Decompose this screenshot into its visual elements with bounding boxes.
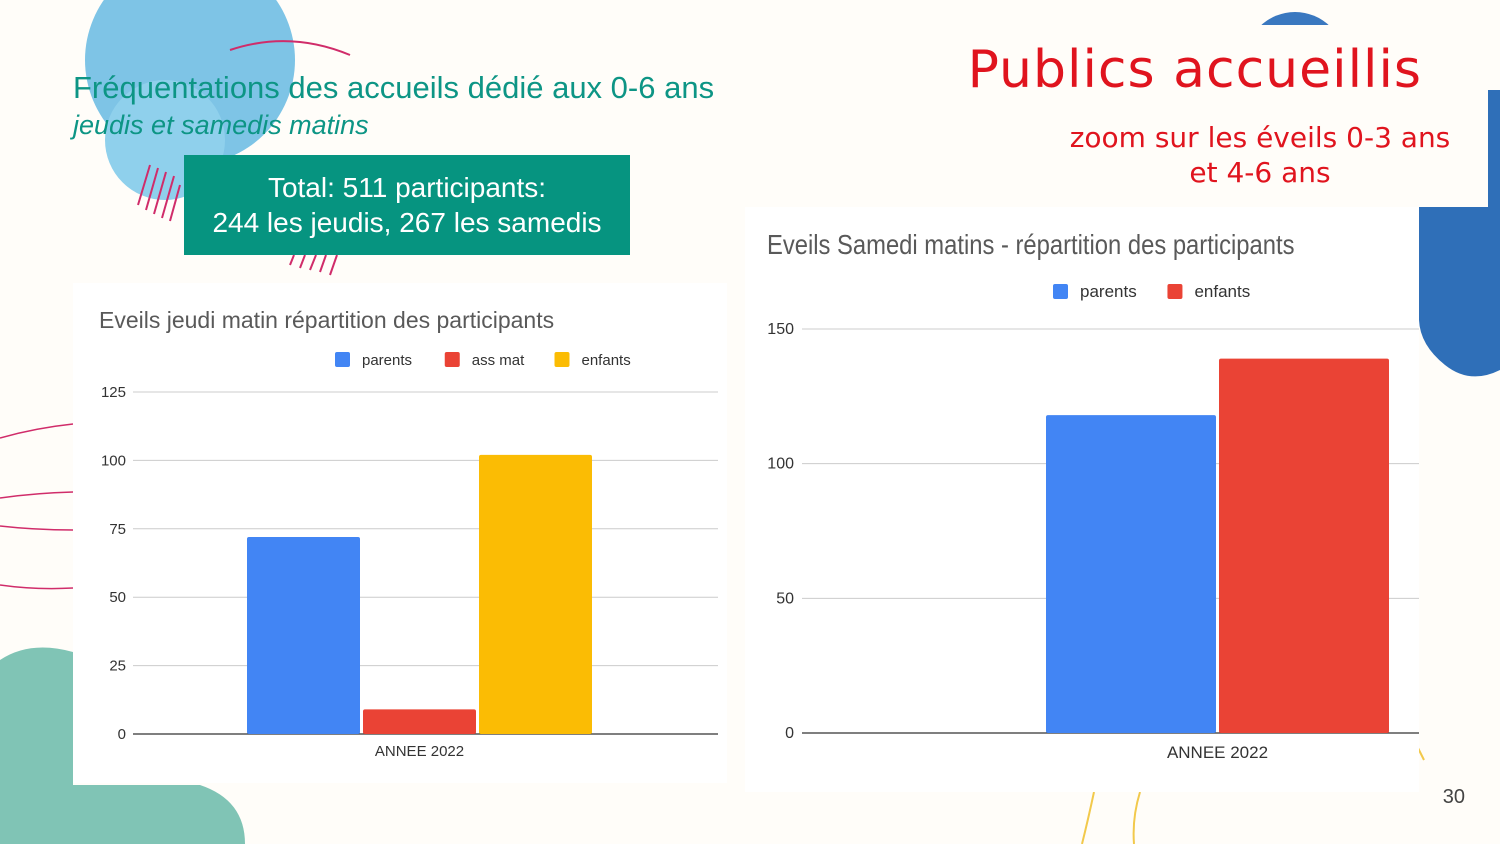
chart-title: Eveils Samedi matins - répartition des p… (767, 228, 1294, 260)
page-number: 30 (1442, 786, 1465, 808)
chart-jeudi: Eveils jeudi matin répartition des parti… (73, 283, 727, 783)
deco-blue-shape-right (1419, 90, 1500, 377)
total-line-2: 244 les jeudis, 267 les samedis (212, 207, 602, 238)
deco-title-backdrop (950, 25, 1488, 207)
y-tick-label: 50 (109, 589, 126, 606)
slide-title: Publics accueillis (967, 40, 1422, 100)
legend-swatch-ass-mat (444, 352, 460, 367)
legend-swatch-enfants (554, 352, 570, 367)
y-tick-label: 150 (767, 321, 794, 338)
bar-ass-mat (363, 709, 476, 734)
legend-label-parents: parents (362, 352, 412, 369)
legend-swatch-parents (335, 352, 350, 367)
chart-samedi-svg: Eveils Samedi matins - répartition des p… (767, 228, 1419, 762)
y-tick-label: 0 (785, 725, 794, 742)
subtitle-line-1: zoom sur les éveils 0-3 ans (1069, 121, 1451, 154)
deco-pink-arc (229, 40, 351, 56)
total-line-1: Total: 511 participants: (267, 172, 547, 203)
legend-label-enfants: enfants (1194, 282, 1250, 301)
y-tick-label: 25 (109, 658, 126, 675)
deco-pink-left-lines (0, 423, 74, 590)
legend-label-enfants: enfants (582, 352, 631, 369)
x-category-label: ANNEE 2022 (1167, 743, 1268, 762)
chart-jeudi-svg: Eveils jeudi matin répartition des parti… (99, 307, 718, 760)
section-heading: Fréquentations des accueils dédié aux 0-… (73, 70, 715, 105)
chart-samedi: Eveils Samedi matins - répartition des p… (745, 207, 1419, 792)
total-summary-box: Total: 511 participants: 244 les jeudis,… (184, 155, 630, 255)
bar-enfants (1219, 358, 1389, 733)
legend-swatch-enfants (1167, 284, 1183, 299)
slide-subtitle: zoom sur les éveils 0-3 ans et 4-6 ans (1040, 120, 1480, 190)
section-subheading: jeudis et samedis matins (73, 110, 369, 140)
y-tick-label: 75 (109, 521, 126, 538)
bar-enfants (479, 454, 592, 734)
bar-parents (1046, 415, 1216, 733)
x-category-label: ANNEE 2022 (375, 743, 464, 760)
y-tick-label: 0 (118, 726, 126, 743)
chart-title: Eveils jeudi matin répartition des parti… (99, 307, 554, 333)
y-tick-label: 50 (776, 590, 794, 607)
bar-parents (247, 537, 360, 734)
deco-pink-strokes (137, 164, 338, 276)
y-tick-label: 100 (101, 452, 126, 469)
subtitle-line-2: et 4-6 ans (1189, 156, 1331, 189)
legend-swatch-parents (1053, 284, 1068, 299)
deco-yellow-strokes (1081, 747, 1425, 844)
y-tick-label: 125 (101, 384, 126, 401)
y-tick-label: 100 (767, 456, 794, 473)
legend-label-ass-mat: ass mat (472, 352, 525, 369)
legend-label-parents: parents (1080, 282, 1137, 301)
deco-teal-blob (0, 647, 245, 844)
